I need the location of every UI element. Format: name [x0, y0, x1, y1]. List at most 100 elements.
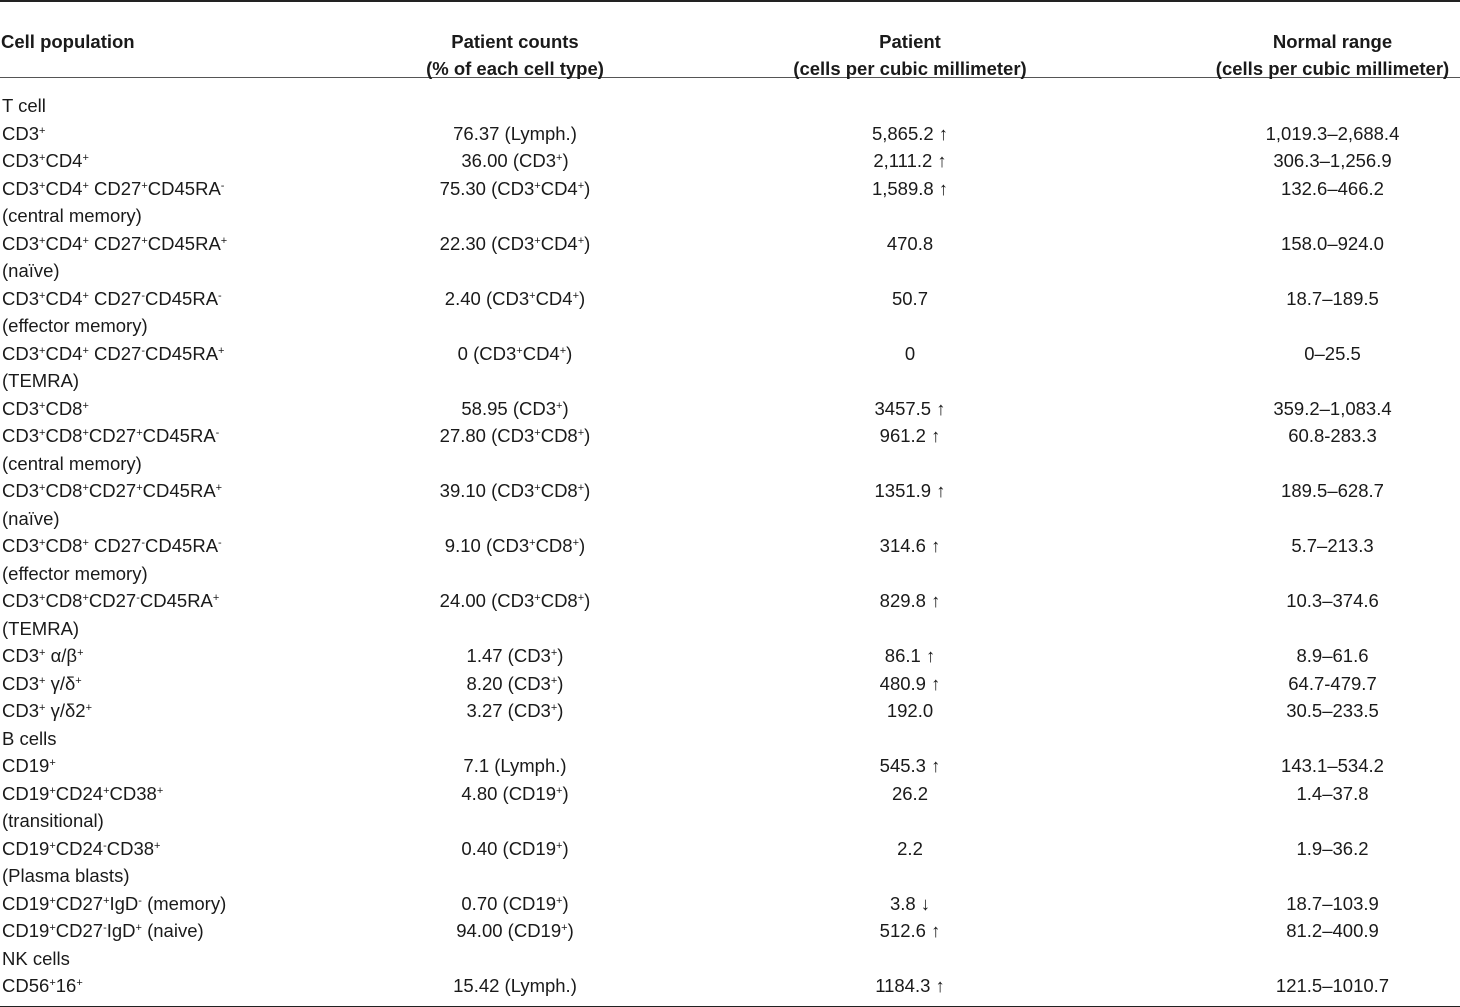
cell-normal-range: 143.1–534.2 — [1281, 755, 1384, 776]
cell-patient-percent: 7.1 (Lymph.) — [463, 755, 567, 776]
cell-population-label: CD3+ α/β+ — [2, 645, 84, 666]
cell-population-label: B cells — [2, 727, 57, 749]
group-header-row: NK cells — [0, 945, 1460, 973]
cell-population-label: CD3+CD8+ — [2, 397, 89, 419]
cell-normal-range: 1,019.3–2,688.4 — [1265, 122, 1400, 144]
table-row: CD3+ 76.37 (Lymph.) 5,865.2 ↑ 1,019.3–2,688… — [0, 120, 1460, 148]
cell-patient-count: 192.0 — [886, 700, 934, 721]
table-row: CD19+CD27+IgD- (memory) 0.70 (CD19+) 3.8 ↓… — [0, 890, 1460, 918]
cell-normal-range: 18.7–103.9 — [1286, 892, 1379, 914]
table-row: CD3+ α/β+ 1.47 (CD3+) 86.1 ↑ 8.9–61.6 — [0, 642, 1460, 670]
cell-normal-range: 121.5–1010.7 — [1275, 975, 1390, 996]
cell-patient-percent: 36.00 (CD3+) — [461, 150, 569, 171]
cell-normal-range: 132.6–466.2 — [1281, 177, 1384, 199]
cell-patient-percent: 75.30 (CD3+CD4+) — [439, 177, 591, 199]
cell-patient-count: 5,865.2 ↑ — [871, 122, 949, 144]
cell-patient-count: 1,589.8 ↑ — [871, 177, 949, 199]
cell-patient-count: 829.8 ↑ — [879, 590, 941, 611]
cell-population-label: CD3+CD8+CD27+CD45RA- (central memory) — [2, 425, 220, 474]
cell-normal-range: 1.4–37.8 — [1296, 782, 1369, 804]
cell-population-label: CD19+CD27+IgD- (memory) — [2, 892, 227, 914]
cell-normal-range: 10.3–374.6 — [1286, 590, 1379, 611]
table-row: CD19+ 7.1 (Lymph.) 545.3 ↑ 143.1–534.2 — [0, 752, 1460, 780]
cell-normal-range: 0–25.5 — [1304, 342, 1361, 364]
table-row: CD3+CD4+ CD27+CD45RA- (central memory) 75.… — [0, 175, 1460, 230]
cell-normal-range: 8.9–61.6 — [1296, 645, 1369, 666]
cell-patient-percent: 0.40 (CD19+) — [461, 837, 569, 859]
cell-population-label: CD19+ — [2, 755, 56, 776]
cell-patient-percent: 58.95 (CD3+) — [461, 397, 569, 419]
cell-patient-count: 545.3 ↑ — [879, 755, 941, 776]
cell-population-label: CD3+CD4+ — [2, 150, 89, 171]
group-header-row: B cells — [0, 725, 1460, 753]
table-row: CD3+CD4+ CD27+CD45RA+ (naïve) 22.30 (CD3+C… — [0, 230, 1460, 285]
cell-population-label: CD56+16+ — [2, 975, 83, 996]
cell-population-label: CD19+CD24-CD38+ (Plasma blasts) — [2, 837, 161, 887]
header-cell-population: Cell population — [1, 31, 135, 52]
header-patient-counts: Patient counts (% of each cell type) — [426, 31, 604, 79]
cell-patient-percent: 1.47 (CD3+) — [466, 645, 564, 666]
cell-normal-range: 18.7–189.5 — [1286, 287, 1379, 309]
table-row: CD19+CD27-IgD+ (naive) 94.00 (CD19+) 512.6… — [0, 917, 1460, 945]
table-row: CD3+CD4+ CD27-CD45RA+ (TEMRA) 0 (CD3+CD4+)… — [0, 340, 1460, 395]
cell-normal-range: 81.2–400.9 — [1286, 920, 1379, 941]
cell-patient-percent: 39.10 (CD3+CD8+) — [439, 480, 591, 501]
table-row: CD3+ γ/δ2+ 3.27 (CD3+) 192.0 30.5–233.5 — [0, 697, 1460, 725]
table-row: CD56+16+ 15.42 (Lymph.) 1184.3 ↑ 121.5–1010… — [0, 972, 1460, 1000]
cell-population-label: CD3+CD8+CD27-CD45RA+ (TEMRA) — [2, 590, 220, 639]
cell-patient-percent: 94.00 (CD19+) — [456, 920, 574, 941]
cell-normal-range: 60.8-283.3 — [1288, 425, 1377, 446]
cell-patient-count: 2,111.2 ↑ — [873, 150, 947, 171]
cell-population-label: CD3+CD4+ CD27-CD45RA+ (TEMRA) — [2, 342, 225, 392]
cell-patient-count: 3457.5 ↑ — [874, 397, 946, 419]
table-row: CD19+CD24+CD38+ (transitional) 4.80 (CD19+… — [0, 780, 1460, 835]
cell-patient-percent: 15.42 (Lymph.) — [453, 975, 577, 996]
cell-patient-percent: 4.80 (CD19+) — [461, 782, 569, 804]
table-row: CD3+ γ/δ+ 8.20 (CD3+) 480.9 ↑ 64.7-479.7 — [0, 670, 1460, 698]
cell-patient-percent: 2.40 (CD3+CD4+) — [444, 287, 586, 309]
cell-population-label: CD3+ γ/δ+ — [2, 672, 82, 694]
cell-patient-percent: 27.80 (CD3+CD8+) — [439, 425, 591, 446]
cell-normal-range: 30.5–233.5 — [1286, 700, 1379, 721]
cell-patient-percent: 8.20 (CD3+) — [466, 672, 564, 694]
cell-patient-percent: 3.27 (CD3+) — [466, 700, 564, 721]
cell-normal-range: 359.2–1,083.4 — [1273, 397, 1392, 419]
cell-patient-count: 86.1 ↑ — [884, 645, 936, 666]
cell-population-label: CD3+CD4+ CD27+CD45RA+ (naïve) — [2, 232, 228, 282]
cell-patient-count: 961.2 ↑ — [879, 425, 941, 446]
cell-patient-count: 1184.3 ↑ — [875, 975, 945, 996]
cell-patient-count: 50.7 — [891, 287, 928, 309]
group-header-row: T cell — [0, 92, 1460, 120]
cell-patient-count: 3.8 ↓ — [889, 892, 931, 914]
table-header: Cell population Patient counts (% of eac… — [0, 2, 1460, 79]
header-normal-range: Normal range (cells per cubic millimeter… — [1215, 31, 1450, 79]
cell-patient-count: 470.8 — [886, 232, 934, 254]
cell-population-label: T cell — [2, 95, 46, 116]
cell-population-label: CD3+CD4+ CD27-CD45RA- (effector memory) — [2, 287, 222, 337]
cell-normal-range: 64.7-479.7 — [1288, 672, 1377, 694]
cell-population-label: CD3+ — [2, 122, 46, 144]
cell-patient-percent: 76.37 (Lymph.) — [453, 122, 577, 144]
table-row: CD3+CD8+CD27+CD45RA+ (naïve) 39.10 (CD3+CD… — [0, 477, 1460, 532]
cell-patient-percent: 0.70 (CD19+) — [461, 892, 569, 914]
cell-patient-count: 1351.9 ↑ — [874, 480, 946, 501]
cell-normal-range: 1.9–36.2 — [1296, 837, 1369, 859]
cell-population-label: CD3+CD8+CD27+CD45RA+ (naïve) — [2, 480, 223, 529]
cell-normal-range: 5.7–213.3 — [1291, 535, 1374, 556]
table-row: CD3+CD8+ 58.95 (CD3+) 3457.5 ↑ 359.2–1,083.… — [0, 395, 1460, 423]
cell-population-label: CD19+CD24+CD38+ (transitional) — [2, 782, 164, 832]
cell-patient-count: 0 — [904, 342, 916, 364]
cell-patient-count: 314.6 ↑ — [879, 535, 941, 556]
cell-population-label: CD19+CD27-IgD+ (naive) — [2, 920, 204, 941]
table-row: CD3+CD4+ CD27-CD45RA- (effector memory) 2.… — [0, 285, 1460, 340]
cell-patient-percent: 0 (CD3+CD4+) — [457, 342, 573, 364]
table-row: CD3+CD8+CD27-CD45RA+ (TEMRA) 24.00 (CD3+CD… — [0, 587, 1460, 642]
cell-patient-count: 26.2 — [891, 782, 928, 804]
cell-patient-count: 2.2 — [897, 837, 923, 859]
cell-patient-percent: 9.10 (CD3+CD8+) — [444, 535, 586, 556]
cell-patient-count: 480.9 ↑ — [879, 672, 941, 694]
table-body: T cell CD3+ 76.37 (Lymph.) 5,865.2 ↑ 1,019.3… — [0, 78, 1460, 1007]
cell-population-label: CD3+ γ/δ2+ — [2, 700, 93, 721]
table-row: CD3+CD4+ 36.00 (CD3+) 2,111.2 ↑ 306.3–1,256… — [0, 147, 1460, 175]
